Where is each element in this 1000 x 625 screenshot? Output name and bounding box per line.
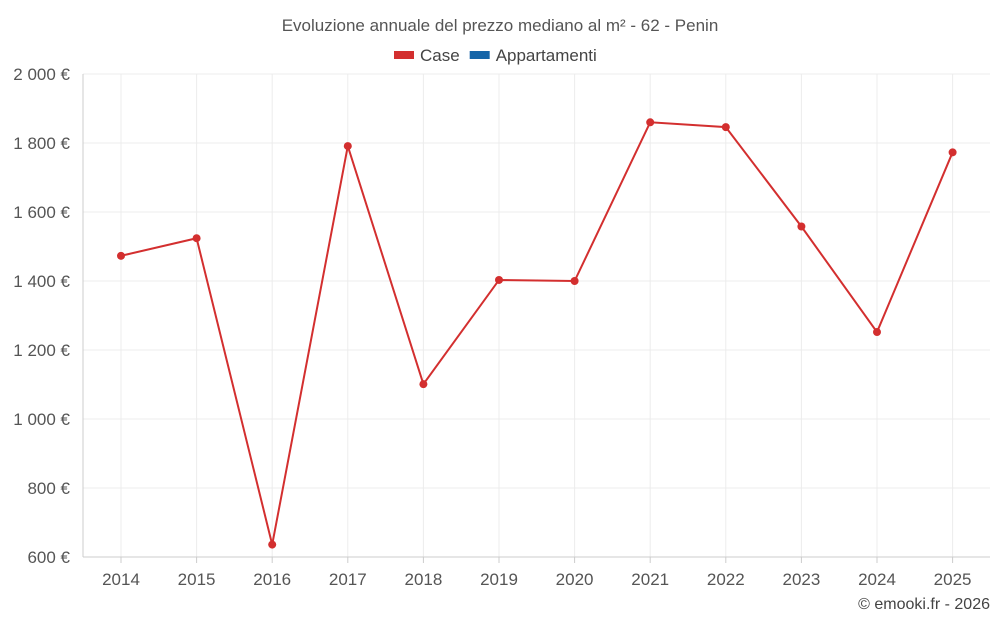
y-tick-labels: 600 € 800 € 1 000 € 1 200 € 1 400 € 1 600 € 1 …	[13, 65, 70, 567]
legend-label: Case	[420, 46, 460, 65]
series-case	[117, 118, 957, 549]
series-layer	[117, 118, 957, 549]
x-tick-label: 2016	[253, 570, 291, 589]
data-point-2021[interactable]	[646, 118, 655, 127]
data-point-2014[interactable]	[117, 251, 125, 260]
x-tick-label: 2019	[480, 570, 518, 589]
y-gridlines	[83, 73, 990, 558]
data-point-2025[interactable]	[948, 148, 957, 157]
data-point-2020[interactable]	[570, 277, 579, 285]
y-tick-label: 1 200 €	[13, 341, 70, 360]
x-gridlines	[120, 74, 954, 563]
chart-title: Evoluzione annuale del prezzo mediano al…	[282, 16, 719, 35]
x-tick-label: 2018	[404, 570, 442, 589]
x-tick-label: 2024	[858, 570, 896, 589]
legend-swatch	[394, 51, 414, 59]
x-tick-label: 2022	[707, 570, 745, 589]
axes	[82, 74, 990, 558]
y-tick-label: 1 400 €	[13, 272, 70, 291]
data-point-2017[interactable]	[343, 142, 352, 151]
x-tick-label: 2021	[631, 570, 669, 589]
x-tick-label: 2017	[329, 570, 367, 589]
data-point-2019[interactable]	[495, 275, 503, 284]
y-tick-label: 1 800 €	[13, 134, 70, 153]
legend-item-case[interactable]: Case	[394, 46, 460, 65]
y-tick-label: 1 600 €	[13, 203, 70, 222]
series-line	[120, 121, 954, 545]
legend-swatch	[469, 51, 490, 59]
y-tick-label: 800 €	[27, 479, 70, 498]
credit-text: © emooki.fr - 2026	[858, 596, 990, 613]
x-tick-labels: 2014 2015 2016 2017 2018 2019 2020 2021 2022 2023…	[102, 570, 971, 589]
x-tick-label: 2023	[782, 570, 820, 589]
y-tick-label: 600 €	[27, 548, 70, 567]
legend-label: Appartamenti	[496, 46, 597, 65]
data-point-2016[interactable]	[268, 540, 277, 549]
data-point-2024[interactable]	[873, 328, 881, 337]
data-point-2023[interactable]	[797, 222, 806, 231]
x-tick-label: 2014	[102, 570, 140, 589]
data-point-2018[interactable]	[419, 380, 428, 389]
data-point-2015[interactable]	[192, 234, 201, 243]
x-tick-label: 2015	[178, 570, 216, 589]
x-tick-label: 2020	[556, 570, 594, 589]
y-tick-label: 1 000 €	[13, 410, 70, 429]
legend-item-appartamenti[interactable]: Appartamenti	[469, 46, 597, 65]
x-tick-label: 2025	[934, 570, 972, 589]
legend[interactable]: Case Appartamenti	[394, 46, 597, 65]
y-tick-label: 2 000 €	[13, 65, 70, 84]
data-point-2022[interactable]	[721, 123, 730, 132]
